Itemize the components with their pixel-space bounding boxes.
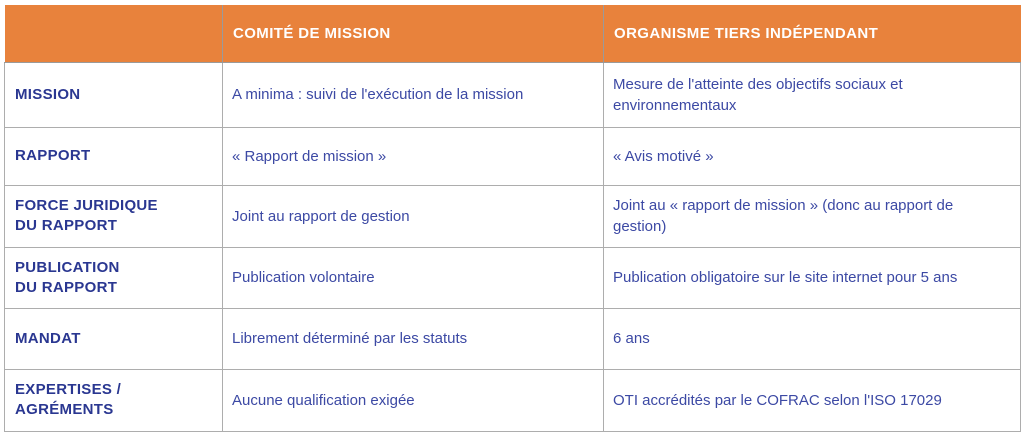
header-organisme-tiers-independant: ORGANISME TIERS INDÉPENDANT [603,5,1021,63]
table-row-mandat: MANDAT Librement déterminé par les statu… [4,307,1021,370]
cell-oti: Joint au « rapport de mission » (donc au… [603,184,1021,248]
cell-comite: Publication volontaire [222,246,604,309]
table-row-expertises: EXPERTISES / AGRÉMENTS Aucune qualificat… [4,368,1021,432]
row-label: RAPPORT [4,126,223,186]
cell-oti: Mesure de l'atteinte des objectifs socia… [603,61,1021,128]
table-row-rapport: RAPPORT « Rapport de mission » « Avis mo… [4,126,1021,186]
comparison-table: COMITÉ DE MISSION ORGANISME TIERS INDÉPE… [4,5,1021,432]
row-label: MISSION [4,61,223,128]
cell-comite: Aucune qualification exigée [222,368,604,432]
cell-oti: « Avis motivé » [603,126,1021,186]
table-row-mission: MISSION A minima : suivi de l'exécution … [4,61,1021,128]
cell-comite: « Rapport de mission » [222,126,604,186]
table-header-row: COMITÉ DE MISSION ORGANISME TIERS INDÉPE… [4,5,1021,63]
row-label: PUBLICATION DU RAPPORT [4,246,223,309]
cell-oti: 6 ans [603,307,1021,370]
header-comite-de-mission: COMITÉ DE MISSION [222,5,604,63]
row-label: MANDAT [4,307,223,370]
cell-comite: Joint au rapport de gestion [222,184,604,248]
cell-oti: Publication obligatoire sur le site inte… [603,246,1021,309]
row-label: FORCE JURIDIQUE DU RAPPORT [4,184,223,248]
table-row-force-juridique: FORCE JURIDIQUE DU RAPPORT Joint au rapp… [4,184,1021,248]
cell-oti: OTI accrédités par le COFRAC selon l'ISO… [603,368,1021,432]
header-empty-cell [4,5,223,63]
row-label: EXPERTISES / AGRÉMENTS [4,368,223,432]
cell-comite: A minima : suivi de l'exécution de la mi… [222,61,604,128]
table-row-publication: PUBLICATION DU RAPPORT Publication volon… [4,246,1021,309]
cell-comite: Librement déterminé par les statuts [222,307,604,370]
